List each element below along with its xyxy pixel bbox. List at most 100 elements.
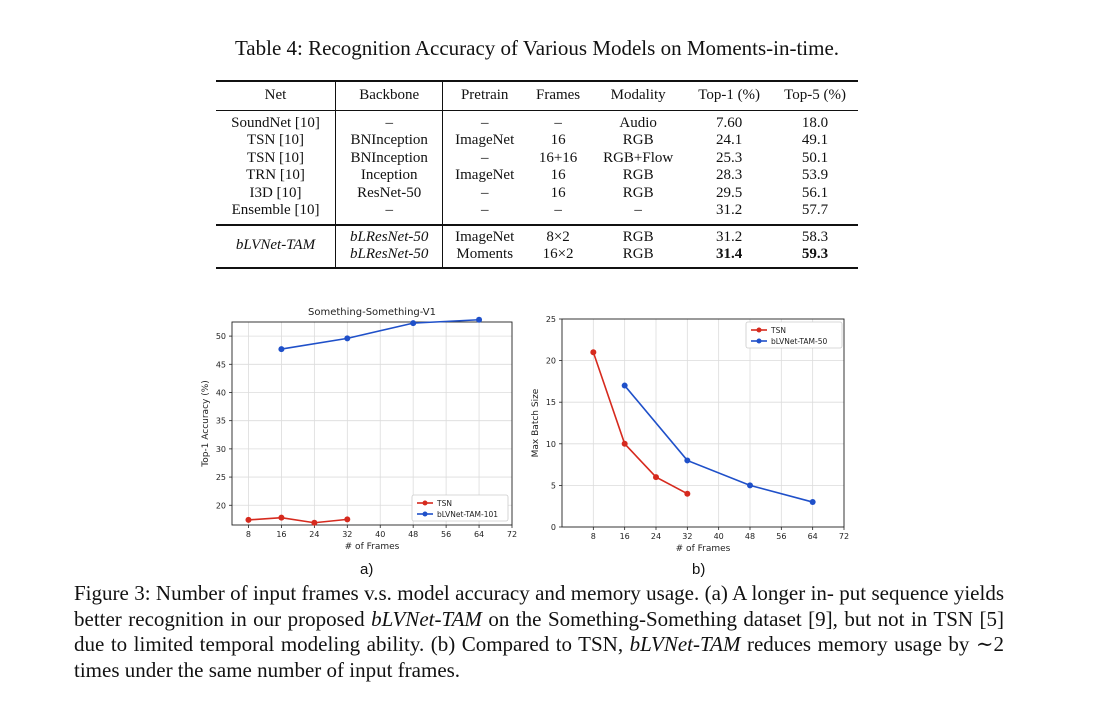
cell: RGB+Flow — [603, 149, 674, 166]
table-row: TRN [10] Inception ImageNet 16 RGB 28.3 … — [216, 167, 858, 185]
cell: 53.9 — [801, 167, 829, 183]
cell: 24.1 — [716, 132, 743, 148]
x-tick-label: 48 — [745, 532, 755, 541]
cell: – — [480, 202, 489, 218]
cell: – — [335, 110, 444, 132]
cell: 8×2 — [526, 223, 591, 246]
caption-text: on the Something-Something — [481, 606, 737, 631]
caption-text: dataset [9], but not in TSN [5] due to l… — [74, 606, 1005, 657]
cell: TSN [10] — [216, 132, 337, 150]
x-tick-label: 56 — [441, 530, 451, 539]
y-tick-label: 25 — [546, 315, 556, 324]
cell: 29.5 — [716, 184, 743, 201]
cell: bLResNet-50 — [335, 223, 444, 246]
cell: ImageNet — [455, 167, 515, 183]
header-top1: Top-1 (%) — [686, 80, 773, 111]
legend-label: TSN — [770, 326, 786, 335]
cell: I3D [10] — [216, 184, 337, 202]
subfigure-label-a: a) — [360, 561, 374, 578]
y-tick-label: 30 — [216, 445, 226, 454]
legend-label: bLVNet-TAM-50 — [771, 337, 828, 346]
cell: ImageNet — [442, 223, 527, 246]
cell: BNInception — [335, 132, 444, 150]
cell: 50.1 — [801, 149, 829, 166]
legend-marker — [422, 511, 428, 517]
plot-frame — [231, 321, 513, 526]
legend-marker — [422, 500, 428, 506]
x-axis-label: # of Frames — [345, 542, 400, 552]
x-tick-label: 24 — [651, 532, 661, 541]
x-tick-label: 24 — [309, 530, 319, 539]
cell: 28.3 — [716, 167, 743, 183]
series-line — [281, 318, 480, 350]
cell: – — [554, 114, 562, 131]
legend-marker — [756, 327, 762, 333]
cell: 16×2 — [526, 246, 591, 269]
y-tick-label: 40 — [216, 388, 226, 397]
cell: Audio — [619, 114, 657, 131]
x-axis-label: # of Frames — [676, 544, 731, 554]
x-tick-label: 48 — [408, 530, 418, 539]
series-line — [624, 385, 813, 503]
data-point — [476, 316, 483, 323]
y-tick-label: 20 — [216, 501, 226, 510]
cell: 56.1 — [801, 184, 829, 201]
cell: Ensemble [10] — [216, 202, 337, 225]
data-point — [311, 519, 318, 526]
data-point — [590, 349, 597, 356]
caption-text: put sequence yields better recognition i… — [74, 581, 1005, 631]
batch-size-chart: 8 16 24 32 40 48 56 64 72 0 5 10 15 20 25 # of Frames Ma… — [531, 315, 849, 554]
data-point — [621, 440, 628, 447]
cell: 7.60 — [716, 114, 743, 131]
cell: – — [634, 202, 642, 218]
table-row-ours: bLResNet-50 Moments 16×2 RGB 31.4 59.3 — [216, 246, 858, 269]
x-tick-label: 8 — [246, 530, 251, 539]
data-point — [344, 516, 351, 523]
y-axis-label: Max Batch Size — [531, 388, 541, 457]
cell: – — [480, 114, 489, 131]
cell: 59.3 — [772, 246, 858, 269]
cell: – — [554, 202, 562, 218]
data-point — [747, 482, 753, 489]
caption-model-name: bLVNet-TAM — [371, 606, 482, 631]
legend-box — [745, 321, 843, 349]
cell: SoundNet [10] — [216, 110, 337, 132]
legend-box — [411, 494, 509, 522]
x-tick-label: 40 — [375, 530, 385, 539]
cell: RGB — [622, 184, 654, 201]
table-row: Ensemble [10] – – – – 31.2 57.7 — [216, 202, 858, 225]
y-tick-label: 15 — [546, 398, 556, 407]
cell: bLResNet-50 — [335, 246, 444, 269]
x-tick-label: 64 — [808, 532, 818, 541]
plot-frame — [561, 318, 845, 528]
header-modality: Modality — [590, 80, 687, 111]
header-top5: Top-5 (%) — [772, 80, 858, 111]
cell: TRN [10] — [216, 167, 337, 185]
cell: RGB — [590, 246, 687, 269]
chart-title: Something-Something-V1 — [308, 307, 436, 318]
results-table: Net Backbone Pretrain Frames Modality To… — [216, 80, 858, 269]
data-point — [684, 490, 691, 497]
header-backbone: Backbone — [335, 80, 444, 111]
subfigure-label-b: b) — [692, 561, 706, 578]
cell: 16+16 — [538, 149, 578, 166]
data-point — [278, 514, 285, 521]
x-tick-label: 32 — [342, 530, 352, 539]
series-line — [592, 352, 688, 495]
x-tick-label: 64 — [474, 530, 484, 539]
table-caption: Table 4: Recognition Accuracy of Various… — [234, 36, 840, 60]
cell: RGB — [622, 167, 654, 183]
accuracy-chart: 8 16 24 32 40 48 56 64 72 20 25 30 35 40 45 50 Something… — [201, 307, 517, 552]
y-tick-label: 25 — [216, 473, 226, 482]
cell: ResNet-50 — [335, 184, 444, 202]
cell: BNInception — [335, 149, 444, 167]
x-tick-label: 40 — [714, 532, 724, 541]
cell: 31.2 — [716, 202, 743, 218]
figure-caption: Figure 3: Number of input frames v.s. mo… — [74, 581, 1004, 683]
ours-net-cell: bLVNet-TAM — [216, 223, 337, 269]
y-tick-label: 45 — [216, 360, 226, 369]
legend-marker — [756, 338, 762, 344]
y-tick-label: 20 — [546, 357, 556, 366]
y-tick-label: 5 — [551, 481, 556, 490]
cell: 58.3 — [772, 223, 858, 246]
